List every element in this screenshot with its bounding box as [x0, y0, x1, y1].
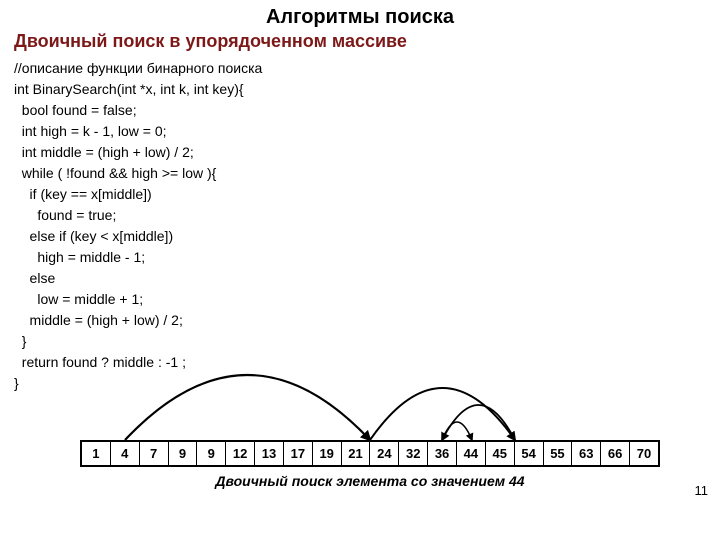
array-cell: 1 — [82, 442, 111, 465]
page-number: 11 — [695, 483, 709, 498]
array-cell: 66 — [601, 442, 630, 465]
array-cell: 7 — [140, 442, 169, 465]
array-cell: 54 — [515, 442, 544, 465]
diagram-caption: Двоичный поиск элемента со значением 44 — [80, 473, 660, 489]
array-cell: 55 — [544, 442, 573, 465]
code-block: //описание функции бинарного поиска int … — [0, 58, 720, 394]
array-cell: 17 — [284, 442, 313, 465]
array-cell: 36 — [428, 442, 457, 465]
array-cells: 14799121317192124323644455455636670 — [80, 440, 660, 467]
array-cell: 24 — [370, 442, 399, 465]
array-cell: 63 — [572, 442, 601, 465]
array-cell: 45 — [486, 442, 515, 465]
array-cell: 12 — [226, 442, 255, 465]
page-subtitle: Двоичный поиск в упорядоченном массиве — [0, 29, 720, 58]
array-cell: 13 — [255, 442, 284, 465]
array-cell: 9 — [169, 442, 198, 465]
search-arrows — [80, 370, 660, 440]
array-cell: 4 — [111, 442, 140, 465]
array-cell: 19 — [313, 442, 342, 465]
array-diagram: 14799121317192124323644455455636670 Двои… — [80, 440, 660, 489]
array-cell: 21 — [342, 442, 371, 465]
array-cell: 44 — [457, 442, 486, 465]
page-title: Алгоритмы поиска — [0, 0, 720, 29]
array-cell: 9 — [197, 442, 226, 465]
array-cell: 32 — [399, 442, 428, 465]
array-cell: 70 — [630, 442, 658, 465]
